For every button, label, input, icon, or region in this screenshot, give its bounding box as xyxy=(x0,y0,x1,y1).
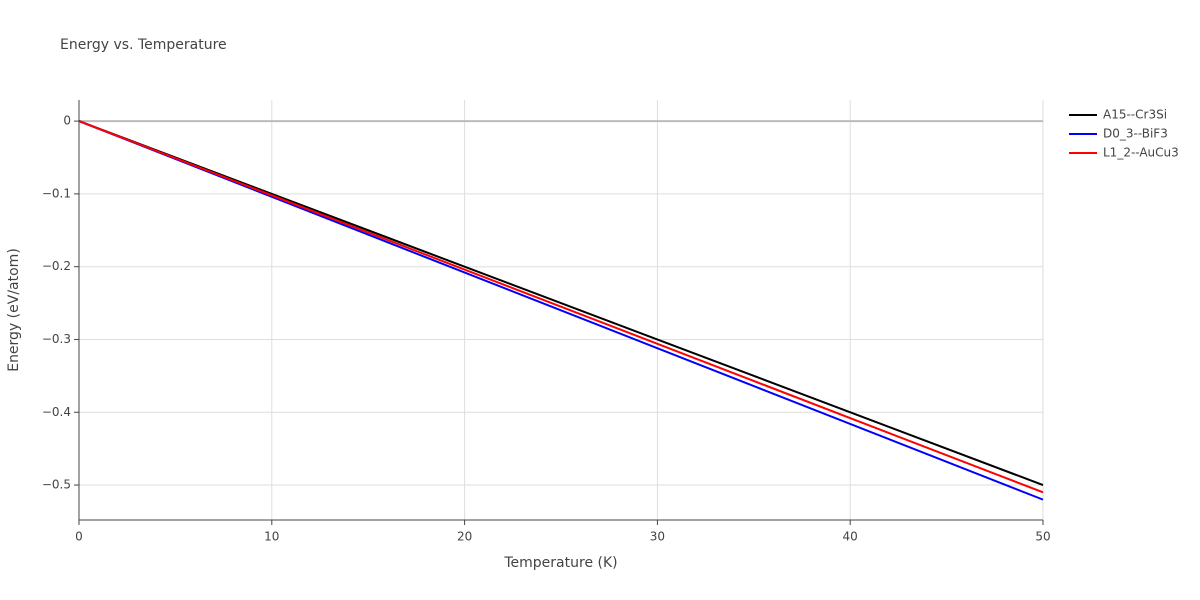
y-tick-label: −0.4 xyxy=(42,405,71,419)
x-tick-label: 30 xyxy=(650,530,665,544)
y-tick-label: 0 xyxy=(63,114,71,128)
x-tick-label: 10 xyxy=(264,530,279,544)
legend-label: A15--Cr3Si xyxy=(1103,108,1167,122)
chart-title: Energy vs. Temperature xyxy=(60,37,227,53)
x-tick-label: 40 xyxy=(843,530,858,544)
x-tick-label: 0 xyxy=(75,530,83,544)
legend-label: D0_3--BiF3 xyxy=(1103,127,1168,141)
x-tick-label: 20 xyxy=(457,530,472,544)
x-axis-label: Temperature (K) xyxy=(503,555,617,571)
series-line xyxy=(78,120,1044,501)
y-tick-label: −0.3 xyxy=(42,332,71,346)
series-line xyxy=(78,120,1044,494)
x-tick-label: 50 xyxy=(1035,530,1050,544)
y-axis-label: Energy (eV/atom) xyxy=(6,248,22,372)
y-tick-label: −0.5 xyxy=(42,478,71,492)
y-tick-label: −0.2 xyxy=(42,259,71,273)
series-line xyxy=(78,120,1044,486)
y-tick-label: −0.1 xyxy=(42,186,71,200)
legend-label: L1_2--AuCu3 xyxy=(1103,146,1179,160)
